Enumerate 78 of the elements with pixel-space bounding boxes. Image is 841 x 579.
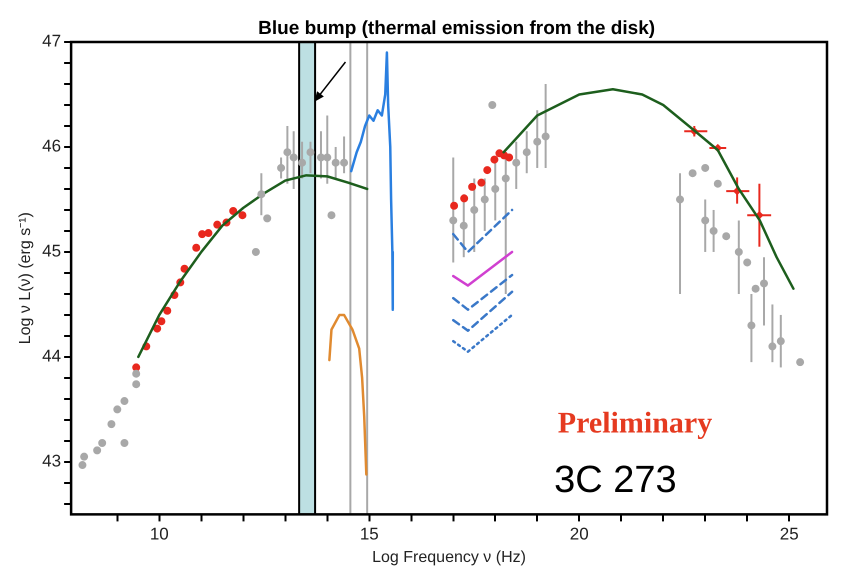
point bbox=[132, 370, 140, 378]
y-tick-label: 43 bbox=[42, 452, 62, 471]
point bbox=[701, 164, 710, 172]
point bbox=[490, 156, 498, 164]
point bbox=[747, 321, 756, 330]
point bbox=[277, 164, 286, 172]
point bbox=[93, 446, 102, 454]
point bbox=[710, 226, 718, 235]
point bbox=[460, 194, 468, 202]
point bbox=[283, 148, 292, 156]
point bbox=[542, 132, 550, 140]
point bbox=[722, 232, 730, 240]
y-tick-label: 46 bbox=[42, 136, 62, 156]
x-axis-title: Log Frequency ν (Hz) bbox=[372, 548, 526, 566]
point bbox=[213, 220, 222, 229]
point bbox=[743, 258, 752, 266]
point bbox=[480, 195, 489, 204]
y-tick-label: 45 bbox=[42, 242, 62, 261]
point bbox=[796, 358, 804, 366]
point bbox=[449, 216, 458, 224]
point bbox=[252, 248, 260, 256]
point bbox=[132, 380, 140, 388]
point bbox=[483, 166, 492, 174]
point bbox=[80, 452, 88, 461]
point bbox=[450, 202, 458, 210]
y-tick-label: 47 bbox=[42, 32, 62, 51]
point bbox=[192, 244, 200, 252]
point bbox=[157, 317, 166, 326]
point bbox=[340, 158, 348, 167]
point bbox=[78, 461, 86, 470]
point bbox=[522, 148, 531, 156]
point bbox=[752, 284, 760, 293]
point bbox=[701, 216, 710, 224]
point bbox=[113, 405, 122, 414]
point bbox=[263, 214, 272, 222]
point bbox=[505, 153, 514, 162]
point bbox=[316, 153, 325, 162]
point bbox=[468, 182, 476, 191]
point bbox=[491, 184, 500, 193]
point bbox=[332, 158, 340, 167]
point bbox=[163, 306, 172, 315]
x-tick-label: 25 bbox=[780, 524, 799, 544]
point bbox=[107, 420, 116, 428]
point bbox=[714, 180, 722, 188]
point bbox=[306, 148, 314, 156]
point bbox=[470, 206, 478, 214]
point bbox=[120, 439, 128, 448]
point bbox=[290, 153, 298, 162]
point bbox=[238, 211, 246, 220]
point bbox=[460, 222, 468, 230]
point bbox=[760, 279, 768, 288]
point bbox=[298, 158, 306, 167]
x-tick-label: 15 bbox=[360, 524, 379, 544]
point bbox=[323, 153, 332, 162]
point bbox=[477, 178, 486, 187]
point bbox=[120, 397, 128, 406]
point bbox=[688, 169, 697, 178]
point bbox=[153, 324, 162, 333]
annotation: 3C 273 bbox=[554, 458, 677, 501]
point bbox=[257, 190, 266, 198]
point bbox=[734, 248, 743, 256]
annotation: Blue bump (thermal emission from the disk) bbox=[258, 18, 656, 39]
point bbox=[676, 195, 684, 204]
point bbox=[776, 337, 785, 346]
annotation: Preliminary bbox=[558, 406, 712, 440]
x-tick-label: 10 bbox=[150, 524, 169, 544]
point bbox=[488, 100, 496, 109]
point bbox=[98, 439, 106, 448]
point bbox=[768, 342, 776, 350]
point bbox=[229, 207, 238, 216]
y-tick-label: 44 bbox=[42, 346, 62, 366]
point bbox=[204, 229, 212, 238]
point bbox=[327, 211, 336, 220]
point bbox=[533, 138, 542, 146]
point bbox=[512, 158, 520, 167]
y-axis-title: Log ν L(ν) (erg s⁻¹) bbox=[17, 212, 34, 344]
x-tick-label: 20 bbox=[570, 524, 589, 544]
point bbox=[502, 174, 510, 182]
